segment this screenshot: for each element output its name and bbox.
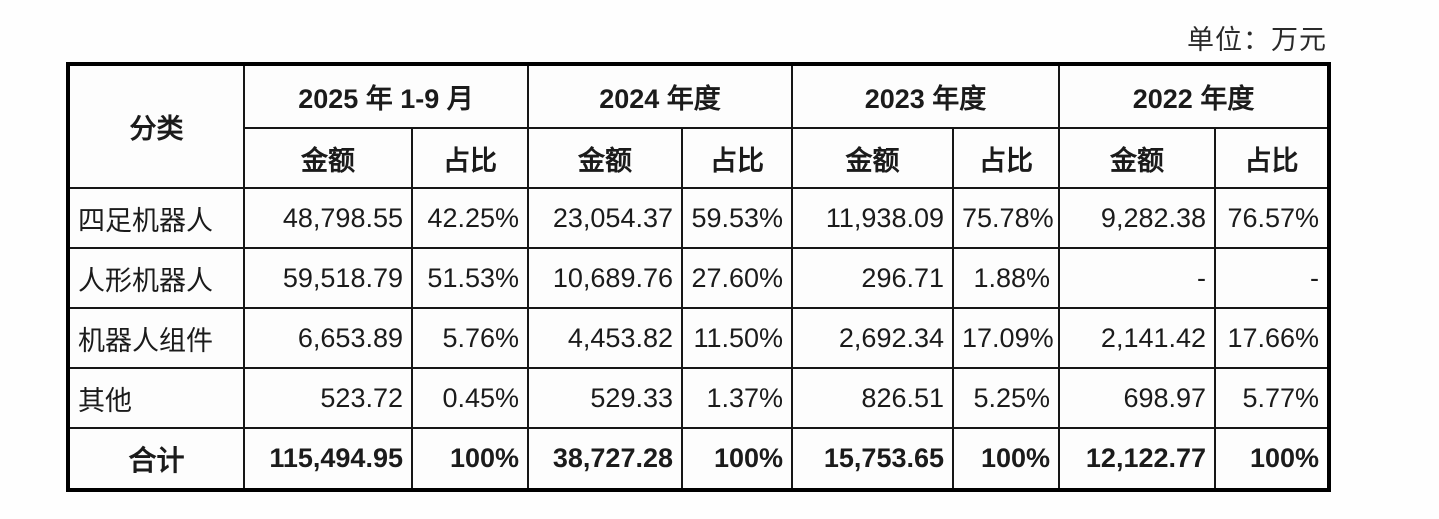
- amount-cell: 59,518.79: [243, 247, 413, 309]
- table-row: 人形机器人 59,518.79 51.53% 10,689.76 27.60% 296.7…: [67, 247, 1331, 309]
- column-group-2025: 2025 年 1-9 月: [243, 63, 529, 129]
- sub-header-ratio-2024: 占比: [680, 127, 794, 189]
- ratio-cell: 5.77%: [1214, 367, 1331, 429]
- amount-cell: 23,054.37: [527, 187, 683, 249]
- ratio-cell: 75.78%: [952, 187, 1061, 249]
- row-label: 四足机器人: [67, 187, 245, 249]
- unit-label: 单位：万元: [1187, 25, 1327, 55]
- revenue-breakdown-table: 分类 2025 年 1-9 月 2024 年度 2023 年度 2022 年度 …: [66, 62, 1332, 492]
- sub-header-ratio-2022: 占比: [1214, 127, 1331, 189]
- sub-header-ratio-2025: 占比: [411, 127, 529, 189]
- ratio-cell: 51.53%: [411, 247, 529, 309]
- ratio-cell: 5.25%: [952, 367, 1061, 429]
- ratio-cell: 5.76%: [411, 307, 529, 369]
- ratio-cell: 27.60%: [680, 247, 794, 309]
- ratio-cell: 17.66%: [1214, 307, 1331, 369]
- table-header: 分类 2025 年 1-9 月 2024 年度 2023 年度 2022 年度 …: [67, 63, 1331, 189]
- amount-cell: 2,692.34: [791, 307, 955, 369]
- amount-cell: -: [1058, 247, 1217, 309]
- table-row: 其他 523.72 0.45% 529.33 1.37% 826.51 5.25% 698.9…: [67, 367, 1331, 429]
- sub-header-amount-2022: 金额: [1058, 127, 1217, 189]
- ratio-cell: 76.57%: [1214, 187, 1331, 249]
- amount-cell: 12,122.77: [1058, 427, 1217, 491]
- amount-cell: 10,689.76: [527, 247, 683, 309]
- ratio-cell: 59.53%: [680, 187, 794, 249]
- table-row: 四足机器人 48,798.55 42.25% 23,054.37 59.53% 11,93…: [67, 187, 1331, 249]
- total-row-label: 合计: [67, 427, 245, 491]
- ratio-cell: 100%: [411, 427, 529, 491]
- ratio-cell: 17.09%: [952, 307, 1061, 369]
- sub-header-amount-2024: 金额: [527, 127, 683, 189]
- ratio-cell: 100%: [680, 427, 794, 491]
- ratio-cell: 1.88%: [952, 247, 1061, 309]
- ratio-cell: 1.37%: [680, 367, 794, 429]
- ratio-cell: 11.50%: [680, 307, 794, 369]
- sub-header-ratio-2023: 占比: [952, 127, 1061, 189]
- sub-header-amount-2023: 金额: [791, 127, 955, 189]
- table-row: 机器人组件 6,653.89 5.76% 4,453.82 11.50% 2,692.34…: [67, 307, 1331, 369]
- amount-cell: 6,653.89: [243, 307, 413, 369]
- amount-cell: 296.71: [791, 247, 955, 309]
- amount-cell: 38,727.28: [527, 427, 683, 491]
- row-label: 人形机器人: [67, 247, 245, 309]
- row-label: 其他: [67, 367, 245, 429]
- row-label: 机器人组件: [67, 307, 245, 369]
- amount-cell: 115,494.95: [243, 427, 413, 491]
- ratio-cell: -: [1214, 247, 1331, 309]
- column-header-category: 分类: [67, 63, 245, 189]
- ratio-cell: 100%: [952, 427, 1061, 491]
- table-header-year-row: 分类 2025 年 1-9 月 2024 年度 2023 年度 2022 年度: [67, 63, 1331, 189]
- ratio-cell: 42.25%: [411, 187, 529, 249]
- amount-cell: 48,798.55: [243, 187, 413, 249]
- amount-cell: 15,753.65: [791, 427, 955, 491]
- ratio-cell: 100%: [1214, 427, 1331, 491]
- column-group-2024: 2024 年度: [526, 63, 794, 129]
- amount-cell: 9,282.38: [1058, 187, 1217, 249]
- ratio-cell: 0.45%: [411, 367, 529, 429]
- table-header-sub-row: 金额 占比 金额 占比 金额 占比 金额 占比: [68, 127, 1331, 189]
- table-total-row: 合计 115,494.95 100% 38,727.28 100% 15,753.65 10…: [67, 427, 1331, 491]
- amount-cell: 826.51: [791, 367, 955, 429]
- sub-header-amount-2025: 金额: [243, 127, 413, 189]
- amount-cell: 523.72: [243, 367, 413, 429]
- amount-cell: 4,453.82: [527, 307, 683, 369]
- amount-cell: 11,938.09: [791, 187, 955, 249]
- column-group-2023: 2023 年度: [791, 63, 1061, 129]
- table-body: 四足机器人 48,798.55 42.25% 23,054.37 59.53% 11,93…: [67, 187, 1331, 491]
- column-group-2022: 2022 年度: [1058, 63, 1331, 129]
- amount-cell: 529.33: [527, 367, 683, 429]
- amount-cell: 2,141.42: [1058, 307, 1217, 369]
- amount-cell: 698.97: [1058, 367, 1217, 429]
